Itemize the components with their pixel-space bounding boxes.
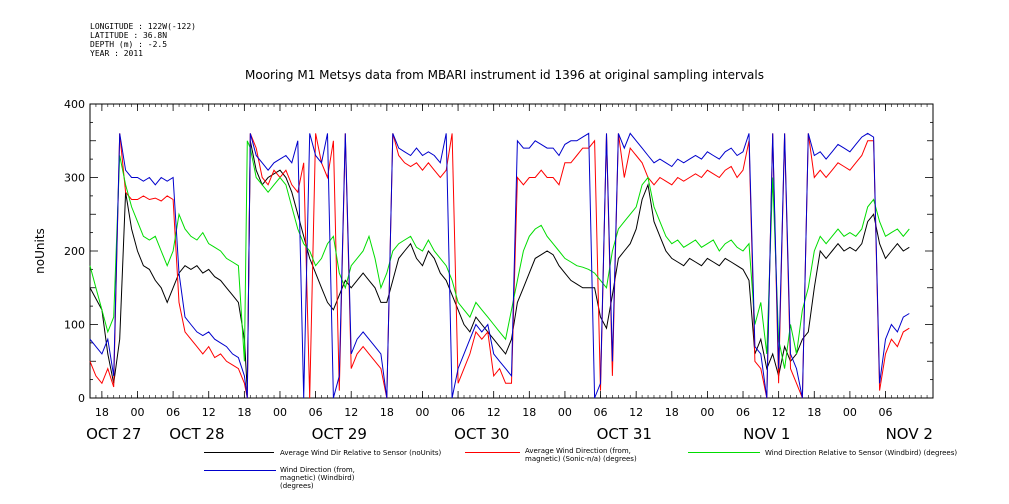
- y-axis-label: noUnits: [33, 228, 47, 274]
- x-tick-label: 00: [558, 406, 572, 419]
- legend-label-windbird-rel: Wind Direction Relative to Sensor (Windb…: [765, 449, 958, 457]
- year-text: YEAR : 2011: [90, 49, 143, 58]
- legend-swatch-windbird-rel: [688, 452, 760, 453]
- x-tick-label: 12: [344, 406, 358, 419]
- series-line-3: [89, 132, 910, 399]
- date-label: OCT 29: [312, 425, 367, 443]
- x-tick-label: 06: [879, 406, 893, 419]
- y-tick-label: 200: [64, 245, 85, 258]
- legend-label-avg-dir: Average Wind Direction (from, magnetic) …: [525, 447, 637, 463]
- legend-label-rel-sensor: Average Wind Dir Relative to Sensor (noU…: [280, 449, 442, 457]
- x-tick-label: 00: [700, 406, 714, 419]
- y-tick-label: 0: [78, 392, 85, 405]
- x-tick-label: 06: [594, 406, 608, 419]
- x-tick-label: 12: [629, 406, 643, 419]
- series-line-0: [89, 140, 910, 391]
- x-tick-label: 06: [166, 406, 180, 419]
- date-label: OCT 27: [86, 425, 141, 443]
- date-label: NOV 2: [886, 425, 933, 443]
- x-tick-label: 00: [415, 406, 429, 419]
- legend-swatch-windbird-mag: [204, 470, 276, 471]
- chart-title: Mooring M1 Metsys data from MBARI instru…: [245, 68, 764, 82]
- date-label: OCT 28: [169, 425, 224, 443]
- latitude-text: LATITUDE : 36.8N: [90, 31, 168, 40]
- longitude-text: LONGITUDE : 122W(-122): [90, 22, 196, 31]
- x-tick-label: 12: [772, 406, 786, 419]
- x-tick-label: 00: [273, 406, 287, 419]
- x-tick-label: 12: [202, 406, 216, 419]
- x-tick-label: 18: [665, 406, 679, 419]
- y-tick-label: 400: [64, 98, 85, 111]
- x-tick-label: 18: [237, 406, 251, 419]
- x-tick-label: 00: [843, 406, 857, 419]
- x-tick-label: 18: [522, 406, 536, 419]
- date-label: OCT 30: [454, 425, 509, 443]
- x-tick-label: 12: [487, 406, 501, 419]
- x-tick-label: 18: [807, 406, 821, 419]
- x-tick-label: 18: [95, 406, 109, 419]
- date-label: OCT 31: [597, 425, 652, 443]
- y-tick-label: 300: [64, 172, 85, 185]
- plot-frame: [89, 103, 934, 399]
- legend-swatch-rel-sensor: [204, 452, 274, 453]
- metadata-block: LONGITUDE : 122W(-122) LATITUDE : 36.8N …: [90, 22, 196, 58]
- legend-label-windbird-mag: Wind Direction (from, magnetic) (Windbir…: [280, 466, 355, 490]
- y-tick-label: 100: [64, 319, 85, 332]
- x-tick-label: 18: [380, 406, 394, 419]
- x-tick-label: 00: [130, 406, 144, 419]
- series-line-2: [89, 140, 910, 369]
- depth-text: DEPTH (m) : -2.5: [90, 40, 168, 49]
- x-tick-label: 06: [451, 406, 465, 419]
- date-label: NOV 1: [743, 425, 790, 443]
- x-tick-label: 06: [736, 406, 750, 419]
- legend-swatch-avg-dir: [465, 452, 520, 453]
- x-tick-label: 06: [309, 406, 323, 419]
